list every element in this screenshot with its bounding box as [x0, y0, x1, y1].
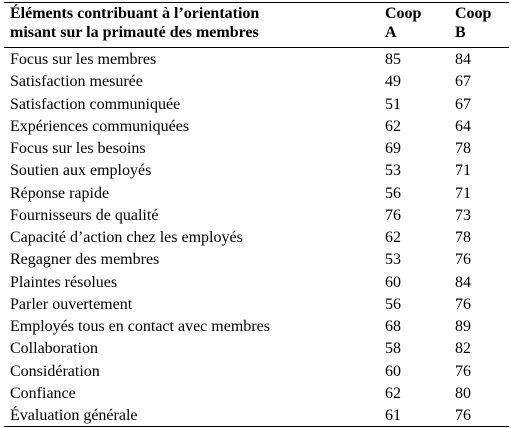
- row-value: 60: [385, 273, 401, 291]
- row-label: Soutien aux employés: [10, 162, 152, 180]
- row-value: 67: [455, 95, 471, 113]
- row-label: Regagner des membres: [10, 251, 160, 269]
- row-value: 69: [385, 140, 401, 157]
- row-value: 56: [385, 184, 401, 202]
- row-value: 64: [455, 117, 471, 135]
- header-cell: B: [455, 24, 466, 41]
- row-value: 53: [385, 251, 401, 269]
- row-value: 78: [455, 140, 471, 157]
- header-cell: misant sur la primauté des membres: [10, 24, 259, 41]
- row-value: 56: [385, 295, 401, 313]
- row-value: 60: [385, 362, 401, 380]
- row-label: Employés tous en contact avec membres: [10, 318, 270, 335]
- row-value: 80: [455, 384, 471, 402]
- row-value: 62: [385, 384, 401, 402]
- bottom-rule: [4, 426, 509, 427]
- row-label: Parler ouvertement: [10, 295, 133, 313]
- row-value: 76: [455, 362, 471, 380]
- row-value: 84: [455, 51, 471, 68]
- row-value: 76: [455, 251, 471, 269]
- row-value: 71: [455, 162, 471, 180]
- row-value: 61: [385, 407, 401, 424]
- row-value: 82: [455, 340, 471, 358]
- row-label: Fournisseurs de qualité: [10, 206, 159, 224]
- row-value: 62: [385, 117, 401, 135]
- row-value: 49: [385, 73, 401, 91]
- header-rule: [4, 47, 509, 48]
- row-label: Considération: [10, 362, 100, 380]
- row-value: 51: [385, 95, 401, 113]
- row-label: Évaluation générale: [10, 407, 138, 424]
- row-value: 67: [455, 73, 471, 91]
- row-value: 76: [455, 295, 471, 313]
- header-cell: Coop: [385, 5, 422, 22]
- header-cell: Éléments contribuant à l’orientation: [10, 5, 260, 22]
- row-value: 89: [455, 318, 471, 335]
- row-label: Expériences communiquées: [10, 117, 190, 135]
- row-label: Confiance: [10, 384, 76, 402]
- row-label: Réponse rapide: [10, 184, 110, 202]
- row-value: 85: [385, 51, 401, 68]
- row-label: Satisfaction mesurée: [10, 73, 143, 91]
- row-value: 76: [455, 407, 471, 424]
- row-value: 73: [455, 206, 471, 224]
- row-label: Satisfaction communiquée: [10, 95, 181, 113]
- row-value: 68: [385, 318, 401, 335]
- header-cell: A: [385, 24, 397, 41]
- top-rule: [4, 2, 509, 3]
- row-label: Focus sur les membres: [10, 51, 157, 68]
- row-label: Capacité d’action chez les employés: [10, 229, 243, 246]
- row-value: 53: [385, 162, 401, 180]
- row-label: Plaintes résolues: [10, 273, 118, 291]
- row-label: Collaboration: [10, 340, 98, 358]
- row-value: 84: [455, 273, 471, 291]
- row-value: 78: [455, 229, 471, 246]
- row-value: 58: [385, 340, 401, 358]
- row-value: 71: [455, 184, 471, 202]
- row-value: 76: [385, 206, 401, 224]
- row-label: Focus sur les besoins: [10, 140, 146, 157]
- header-cell: Coop: [455, 5, 492, 22]
- row-value: 62: [385, 229, 401, 246]
